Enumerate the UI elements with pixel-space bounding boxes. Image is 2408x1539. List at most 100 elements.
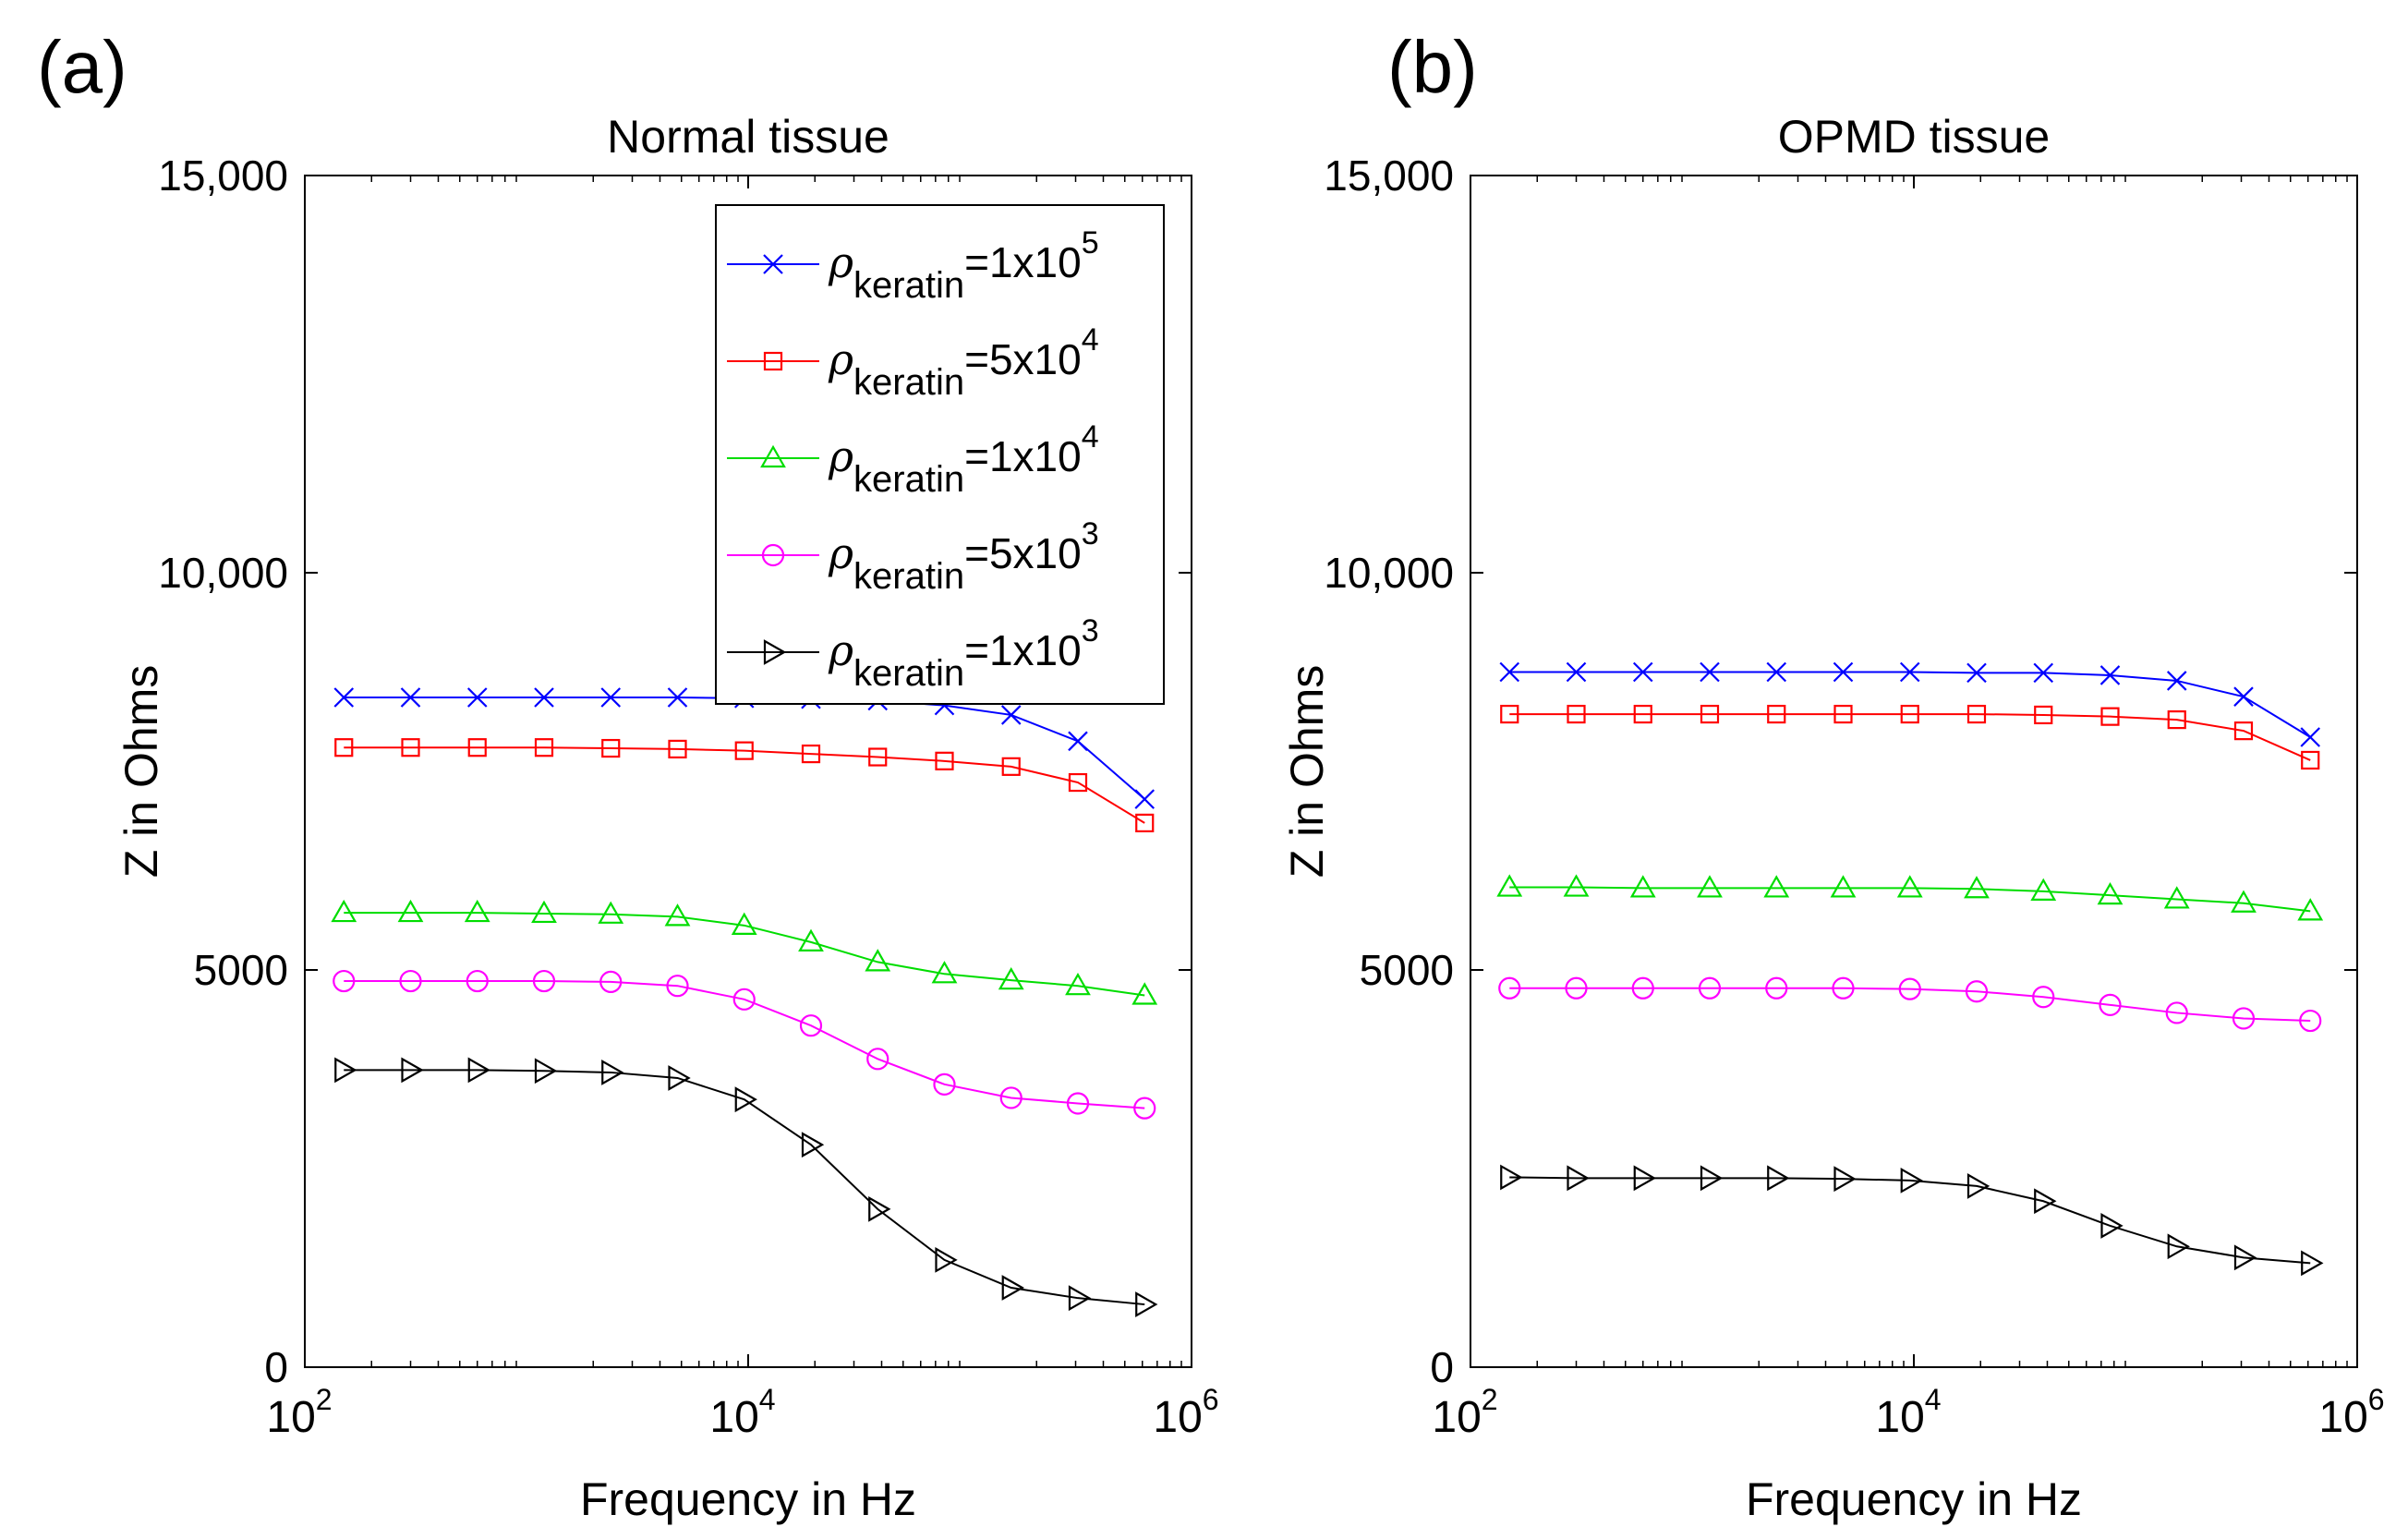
legend-subscript: keratin — [853, 265, 964, 306]
y-axis-label: Z in Ohms — [115, 665, 167, 879]
legend-subscript: keratin — [853, 653, 964, 694]
data-point — [1500, 1164, 1523, 1191]
y-tick-label: 10,000 — [1324, 549, 1454, 597]
data-point — [1565, 976, 1588, 1000]
legend-item: ρkeratin=5x104 — [727, 322, 1099, 403]
data-point — [333, 687, 355, 708]
panel-label: (a) — [37, 26, 127, 108]
data-point — [1567, 704, 1586, 724]
data-point — [1633, 1165, 1656, 1192]
data-point — [1833, 1166, 1857, 1193]
data-point — [931, 961, 958, 984]
data-point — [598, 901, 624, 924]
data-point — [732, 988, 756, 1011]
legend-label: ρkeratin=5x104 — [828, 322, 1099, 403]
data-point — [599, 970, 623, 994]
data-point — [1700, 704, 1720, 724]
data-point — [2032, 986, 2055, 1009]
data-point — [1900, 1168, 1923, 1194]
legend-rho: ρ — [828, 528, 853, 578]
data-point — [1563, 874, 1590, 897]
series-line — [1509, 886, 2311, 913]
data-point — [935, 1247, 958, 1273]
data-point — [2299, 1009, 2322, 1033]
data-point — [801, 744, 821, 764]
series-line — [344, 746, 1145, 824]
data-point — [2099, 993, 2122, 1016]
x-axis-label: Frequency in Hz — [580, 1473, 916, 1525]
data-point — [798, 928, 824, 952]
data-point — [1697, 875, 1723, 898]
data-point — [1899, 661, 1920, 683]
data-point — [1830, 875, 1857, 898]
data-point — [1767, 704, 1786, 724]
data-point — [799, 1014, 823, 1037]
legend: ρkeratin=1x105ρkeratin=5x104ρkeratin=1x1… — [715, 204, 1165, 705]
data-point — [466, 969, 489, 993]
data-point — [1131, 982, 1158, 1005]
series-line — [344, 980, 1145, 1109]
x-tick-label: 104 — [709, 1383, 775, 1442]
data-point — [935, 751, 954, 770]
axes-frame — [1470, 175, 2358, 1368]
data-point — [666, 975, 689, 998]
legend-subscript: keratin — [853, 556, 964, 597]
data-point — [1763, 875, 1790, 898]
data-point — [2099, 665, 2121, 685]
data-point — [531, 900, 557, 924]
series-4 — [1498, 976, 2322, 1033]
legend-marker — [761, 543, 785, 567]
x-tick-exponent: 4 — [1925, 1383, 1942, 1416]
data-point — [2232, 1007, 2256, 1030]
legend-item: ρkeratin=1x104 — [727, 419, 1099, 500]
data-point — [1066, 1092, 1090, 1115]
series-2 — [1500, 704, 2320, 770]
data-point — [331, 899, 357, 923]
data-point — [1134, 789, 1156, 809]
legend-label: ρkeratin=1x104 — [828, 419, 1099, 500]
data-point — [668, 739, 687, 759]
data-point — [2100, 707, 2120, 726]
series-line — [1509, 671, 2311, 738]
legend-subscript: keratin — [853, 362, 964, 403]
data-point — [401, 1057, 424, 1084]
legend-text: =5x10 — [964, 529, 1082, 577]
y-tick-label: 0 — [1430, 1343, 1454, 1391]
data-point — [1964, 876, 1990, 899]
legend-rho: ρ — [828, 237, 853, 287]
data-point — [1698, 976, 1722, 1000]
data-point — [2034, 705, 2053, 725]
y-tick-label: 0 — [264, 1343, 288, 1391]
data-point — [333, 969, 356, 993]
legend-marker — [760, 444, 786, 468]
data-point — [1065, 972, 1091, 996]
legend-subscript: keratin — [853, 459, 964, 500]
data-point — [397, 899, 424, 923]
data-point — [2163, 886, 2190, 909]
data-point — [1766, 661, 1787, 683]
x-tick-base: 10 — [2318, 1393, 2367, 1442]
series-4 — [333, 969, 1156, 1120]
data-point — [1135, 1291, 1158, 1317]
x-tick-base: 10 — [1432, 1393, 1481, 1442]
data-point — [2233, 686, 2254, 707]
legend-text: =1x10 — [964, 432, 1082, 480]
data-point — [866, 1048, 889, 1071]
legend-rho: ρ — [828, 625, 853, 675]
x-tick-label: 102 — [266, 1383, 332, 1442]
data-point — [2034, 1188, 2057, 1215]
data-point — [2167, 1233, 2190, 1260]
x-tick-exponent: 6 — [1203, 1383, 1219, 1416]
data-point — [401, 738, 420, 757]
legend-label: ρkeratin=1x105 — [828, 225, 1099, 306]
data-point — [399, 969, 422, 993]
data-point — [601, 1060, 624, 1085]
series-3 — [1496, 874, 2324, 921]
data-point — [1633, 704, 1652, 724]
data-point — [1767, 1165, 1790, 1192]
data-point — [2165, 1001, 2188, 1024]
legend-text: =1x10 — [964, 626, 1082, 674]
series-line — [344, 912, 1145, 997]
x-tick-base: 10 — [1875, 1393, 1924, 1442]
data-point — [734, 1086, 757, 1113]
